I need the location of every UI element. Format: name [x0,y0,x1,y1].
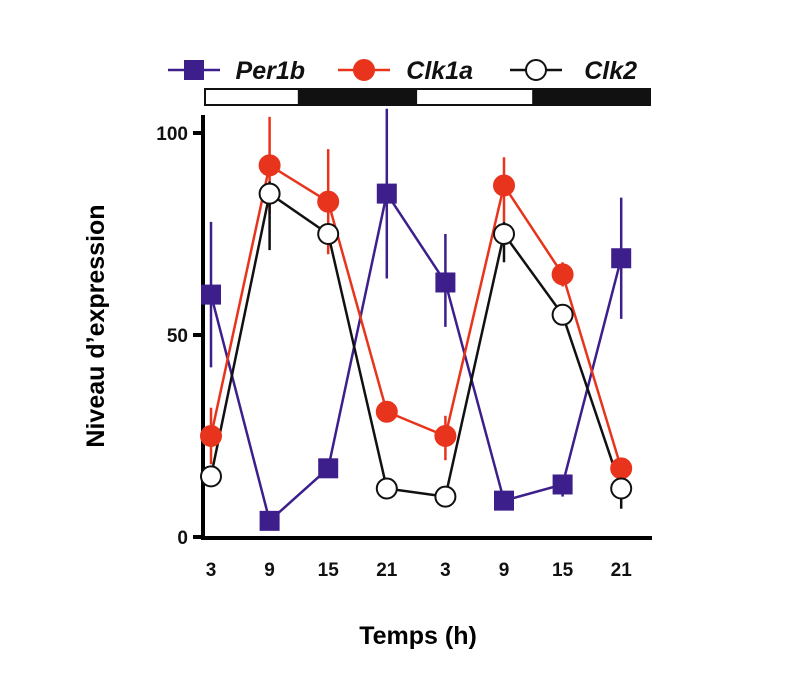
legend-marker-Per1b [184,60,204,80]
point-Clk1a [258,154,281,177]
point-Clk1a [375,400,398,423]
y-tick-label: 100 [156,124,188,145]
point-Clk2 [375,477,398,500]
legend-label-Clk1a: Clk1a [406,57,473,85]
point-Clk2 [493,223,515,245]
point-Clk1a [317,190,340,213]
x-tick-label: 15 [552,560,574,581]
point-Per1b [435,272,456,293]
point-Clk2 [551,303,574,326]
point-Per1b [376,183,397,204]
point-Per1b [611,248,632,269]
x-tick-label: 15 [318,560,340,581]
series-line-Clk2 [209,191,623,498]
point-Per1b [552,474,573,495]
series-line-Per1b [209,190,623,524]
point-Clk2 [317,223,340,245]
point-Clk2 [434,485,457,508]
light-dark-bar [204,88,651,106]
x-tick-label: 21 [611,560,633,581]
point-Clk1a [610,457,633,480]
y-axis-label: Niveau d’expression [82,204,110,447]
ld-light-2 [415,88,535,106]
ld-dark-1 [297,88,418,106]
point-Per1b [201,284,221,305]
series-line-Clk1a [209,163,623,469]
y-tick-label: 50 [167,326,188,347]
point-Clk1a [200,425,222,447]
ld-light-0 [204,88,300,106]
point-Clk2 [258,182,281,205]
x-tick-label: 3 [206,560,217,581]
point-Clk2 [610,477,633,500]
ld-dark-3 [532,88,651,106]
legend-marker-Clk2 [525,59,547,81]
point-Per1b [318,458,339,479]
point-Per1b [259,510,280,531]
legend: Per1b Clk1a Clk2 [168,57,637,85]
point-Per1b [494,490,514,511]
x-tick-label: 21 [376,560,398,581]
legend-marker-Clk1a [353,59,375,81]
legend-label-Per1b: Per1b [236,57,305,85]
x-tick-label: 9 [264,560,275,581]
x-tick-label: 9 [499,560,510,581]
point-Clk1a [493,174,515,197]
legend-label-Clk2: Clk2 [584,57,637,85]
point-Clk2 [200,465,222,488]
point-Clk1a [551,263,574,286]
y-tick-label: 0 [177,528,188,549]
point-Clk1a [434,425,457,447]
x-axis-label: Temps (h) [359,622,477,650]
x-tick-label: 3 [440,560,451,581]
